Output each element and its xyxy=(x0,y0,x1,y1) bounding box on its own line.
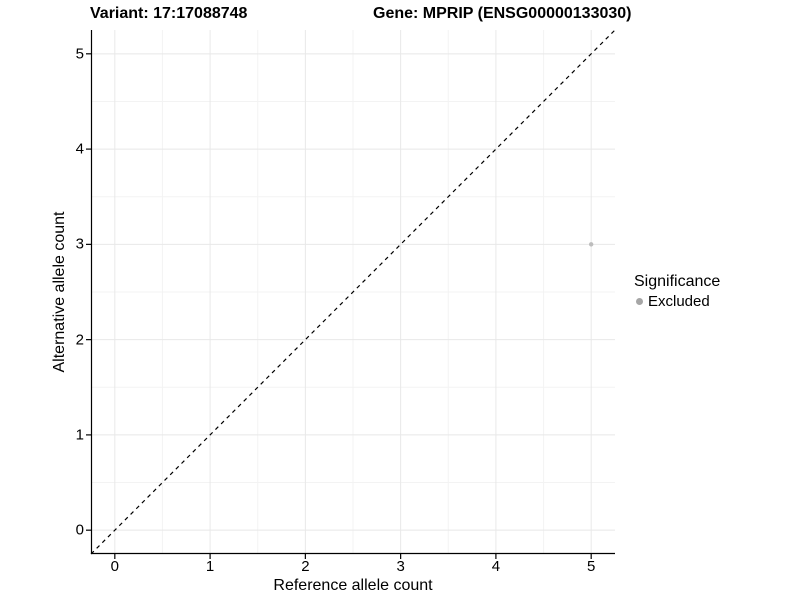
identity-dashed-line xyxy=(90,29,616,555)
x-tick-label: 2 xyxy=(301,558,310,575)
y-tick-label: 3 xyxy=(75,235,84,253)
y-tick-label: 1 xyxy=(75,426,84,444)
x-tick-label: 3 xyxy=(396,558,405,575)
y-tick-label: 0 xyxy=(75,521,84,539)
legend-entry-label: Excluded xyxy=(648,293,710,310)
legend: Significance Excluded xyxy=(634,273,720,310)
legend-point-icon xyxy=(636,298,643,305)
y-tick-label: 5 xyxy=(75,45,84,63)
plot-panel xyxy=(86,29,616,559)
y-tick-label: 2 xyxy=(75,331,84,349)
x-axis-title: Reference allele count xyxy=(273,577,433,594)
data-point xyxy=(588,242,594,247)
x-tick-label: 5 xyxy=(587,558,596,575)
variant-title: Variant: 17:17088748 xyxy=(90,5,248,22)
gene-title: Gene: MPRIP (ENSG00000133030) xyxy=(373,5,632,22)
legend-entry-excluded: Excluded xyxy=(634,293,720,310)
legend-title: Significance xyxy=(634,273,721,290)
y-tick-label: 4 xyxy=(75,140,84,158)
y-axis-title: Alternative allele count xyxy=(51,211,68,373)
x-tick-label: 1 xyxy=(205,558,215,575)
x-tick-label: 4 xyxy=(491,558,501,575)
x-tick-label: 0 xyxy=(110,558,119,575)
